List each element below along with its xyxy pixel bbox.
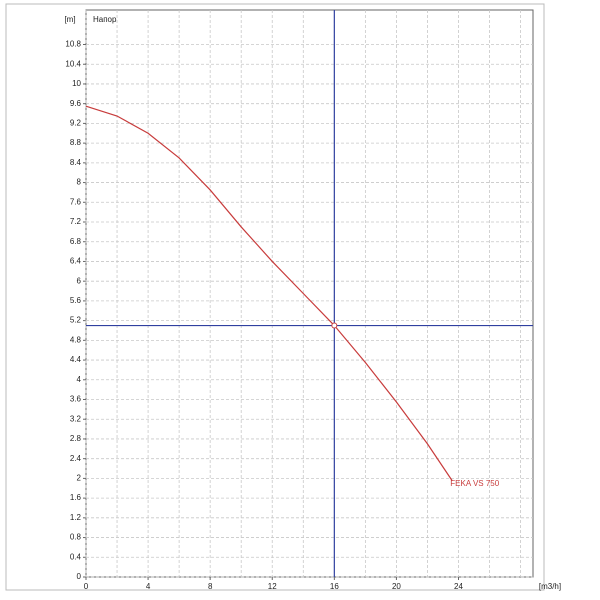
x-tick-label: 4 bbox=[146, 582, 151, 591]
y-tick-label: 2 bbox=[77, 474, 82, 483]
y-tick-label: 7.6 bbox=[70, 197, 82, 206]
y-tick-label: 8.8 bbox=[70, 138, 82, 147]
x-tick-label: 8 bbox=[208, 582, 213, 591]
x-tick-label: 12 bbox=[268, 582, 277, 591]
operating-point bbox=[331, 322, 338, 329]
x-axis-label: [m3/h] bbox=[539, 582, 561, 591]
frame bbox=[5, 3, 545, 591]
x-tick-label: 0 bbox=[84, 582, 89, 591]
y-tick-label: 6.4 bbox=[70, 257, 82, 266]
y-tick-label: 4 bbox=[77, 375, 82, 384]
y-tick-label: 9.2 bbox=[70, 119, 82, 128]
y-tick-label: 10 bbox=[72, 79, 81, 88]
y-tick-label: 0.4 bbox=[70, 552, 82, 561]
y-tick-label: 1.2 bbox=[70, 513, 82, 522]
y-tick-label: 1.6 bbox=[70, 493, 82, 502]
y-tick-label: 9.6 bbox=[70, 99, 82, 108]
x-tick-label: 16 bbox=[330, 582, 339, 591]
y-tick-label: 4.8 bbox=[70, 335, 82, 344]
y-tick-label: 3.6 bbox=[70, 395, 82, 404]
y-tick-label: 5.6 bbox=[70, 296, 82, 305]
y-axis-label: [m] bbox=[64, 15, 75, 24]
y-tick-label: 4.4 bbox=[70, 355, 82, 364]
y-tick-label: 8 bbox=[77, 178, 82, 187]
y-tick-label: 10.8 bbox=[65, 40, 81, 49]
x-tick-label: 24 bbox=[454, 582, 463, 591]
y-tick-label: 2.8 bbox=[70, 434, 82, 443]
y-tick-label: 7.2 bbox=[70, 217, 82, 226]
chart-title: Напор bbox=[93, 15, 117, 24]
y-tick-label: 2.4 bbox=[70, 454, 82, 463]
plot-area bbox=[85, 9, 534, 578]
y-tick-label: 0.8 bbox=[70, 533, 82, 542]
y-tick-label: 6 bbox=[77, 276, 82, 285]
x-tick-label: 20 bbox=[392, 582, 401, 591]
series-label: FEKA VS 750 bbox=[450, 479, 499, 488]
y-tick-label: 5.2 bbox=[70, 316, 82, 325]
y-tick-label: 8.4 bbox=[70, 158, 82, 167]
y-tick-label: 6.8 bbox=[70, 237, 82, 246]
y-tick-label: 0 bbox=[77, 572, 82, 581]
y-tick-label: 3.2 bbox=[70, 414, 82, 423]
curve bbox=[85, 105, 453, 482]
y-tick-label: 10.4 bbox=[65, 59, 81, 68]
